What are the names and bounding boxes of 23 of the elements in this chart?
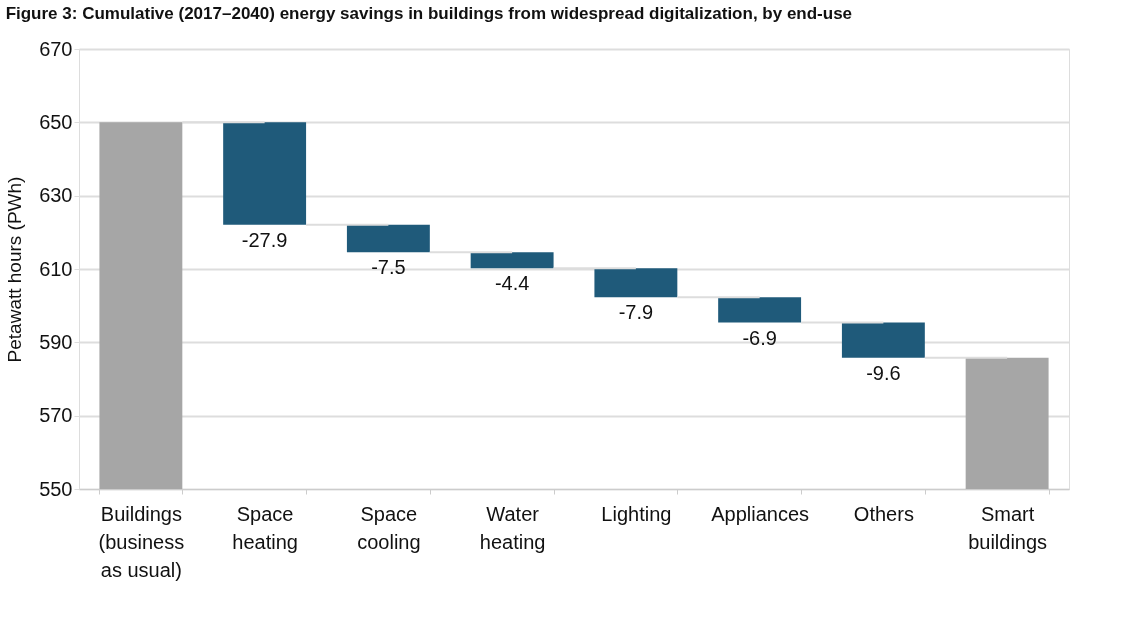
y-tick-label: 650 [39, 110, 73, 133]
x-tick-label: Water heating [479, 502, 546, 553]
data-label: -6.9 [742, 326, 777, 349]
y-tick-label: 550 [39, 477, 73, 500]
y-axis-title: Petawatt hours (PWh) [4, 176, 26, 363]
x-tick-label: Lighting [601, 502, 672, 525]
x-tick-label: Appliances [711, 502, 810, 525]
y-tick-label: 670 [39, 37, 73, 60]
x-tick-label: Buildings (business as usual) [98, 502, 185, 581]
x-tick-label: Space cooling [357, 502, 421, 553]
x-tick-label: Smart buildings [968, 502, 1048, 553]
data-label: -9.6 [866, 361, 901, 384]
y-tick-label: 590 [39, 330, 73, 353]
data-label: -27.9 [241, 228, 288, 251]
y-tick-label: 610 [39, 257, 73, 280]
chart-title: Figure 3: Cumulative (2017–2040) energy savings in buildings from widespread digitalization, by end-use [5, 4, 853, 23]
data-label: -4.4 [494, 272, 530, 295]
y-tick-label: 570 [39, 404, 73, 427]
data-label: -7.9 [618, 301, 654, 324]
y-tick-label: 630 [39, 184, 73, 207]
x-tick-label: Others [853, 502, 914, 525]
x-tick-label: Space heating [232, 502, 298, 553]
data-label: -7.5 [371, 256, 406, 279]
